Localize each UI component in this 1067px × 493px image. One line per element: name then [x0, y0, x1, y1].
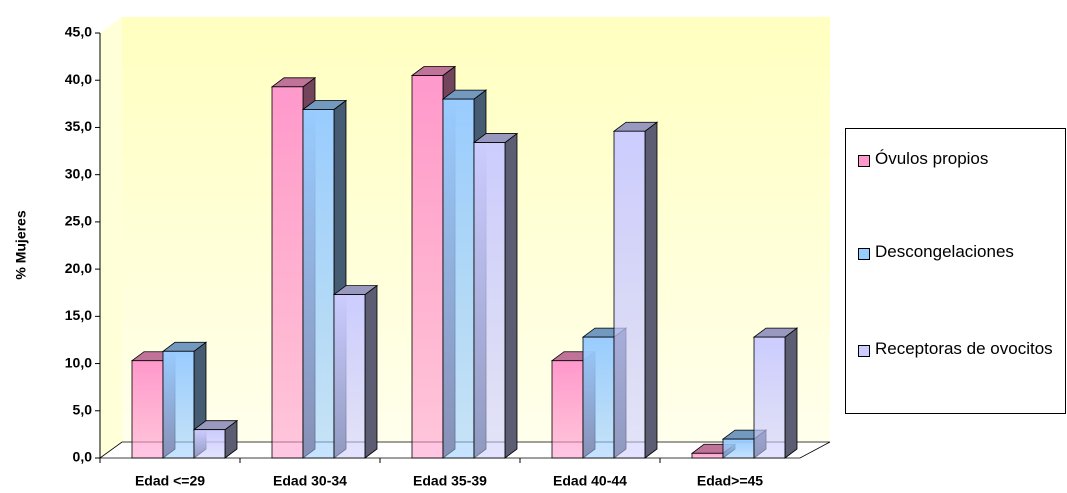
legend-item: Receptoras de ovocitos	[858, 339, 1055, 360]
bar-front	[582, 336, 615, 459]
bar-front	[333, 294, 366, 459]
bar	[332, 284, 379, 459]
bar-front	[613, 130, 646, 459]
y-tick-label: 15,0	[65, 307, 92, 323]
y-tick-label: 45,0	[65, 24, 92, 40]
bar-front	[691, 452, 724, 459]
legend-swatch	[858, 345, 870, 357]
y-axis-label: % Mujeres	[13, 210, 29, 279]
bar-front	[162, 350, 195, 459]
bar-front	[722, 438, 755, 459]
legend-label: Óvulos propios	[875, 149, 989, 168]
bar-front	[131, 360, 164, 459]
legend-label: Receptoras de ovocitos	[875, 339, 1053, 358]
legend: Óvulos propios Descongelaciones Receptoras…	[845, 128, 1066, 414]
y-tick-label: 5,0	[73, 401, 93, 417]
y-tick-label: 10,0	[65, 354, 92, 370]
bar-side	[644, 121, 658, 459]
x-tick-label: Edad <=29	[135, 473, 205, 489]
legend-label: Descongelaciones	[875, 242, 1014, 261]
bar	[752, 327, 799, 459]
y-tick-label: 35,0	[65, 118, 92, 134]
legend-item: Descongelaciones	[858, 242, 1055, 263]
bar-front	[473, 142, 506, 459]
y-tick-label: 40,0	[65, 71, 92, 87]
bar-side	[784, 327, 798, 459]
legend-swatch	[858, 155, 870, 167]
bar	[472, 132, 519, 459]
legend-swatch	[858, 248, 870, 260]
bar	[612, 121, 659, 459]
x-tick-label: Edad 30-34	[273, 473, 347, 489]
bar-front	[411, 75, 444, 459]
bar-side	[504, 132, 518, 459]
bar-front	[193, 429, 226, 459]
x-tick-label: Edad 35-39	[413, 473, 487, 489]
bar-front	[442, 98, 475, 459]
y-tick-label: 25,0	[65, 213, 92, 229]
y-tick-label: 0,0	[73, 449, 93, 465]
x-tick-label: Edad 40-44	[553, 473, 627, 489]
bar-front	[302, 109, 335, 459]
side-wall	[100, 17, 122, 458]
bar-front	[551, 360, 584, 459]
bar-front	[753, 336, 786, 459]
legend-item: Óvulos propios	[858, 149, 1055, 170]
y-tick-label: 30,0	[65, 165, 92, 181]
bar	[192, 419, 239, 459]
x-tick-label: Edad>=45	[697, 473, 763, 489]
bar-front	[271, 86, 304, 459]
bar-side	[364, 284, 378, 459]
y-tick-label: 20,0	[65, 260, 92, 276]
